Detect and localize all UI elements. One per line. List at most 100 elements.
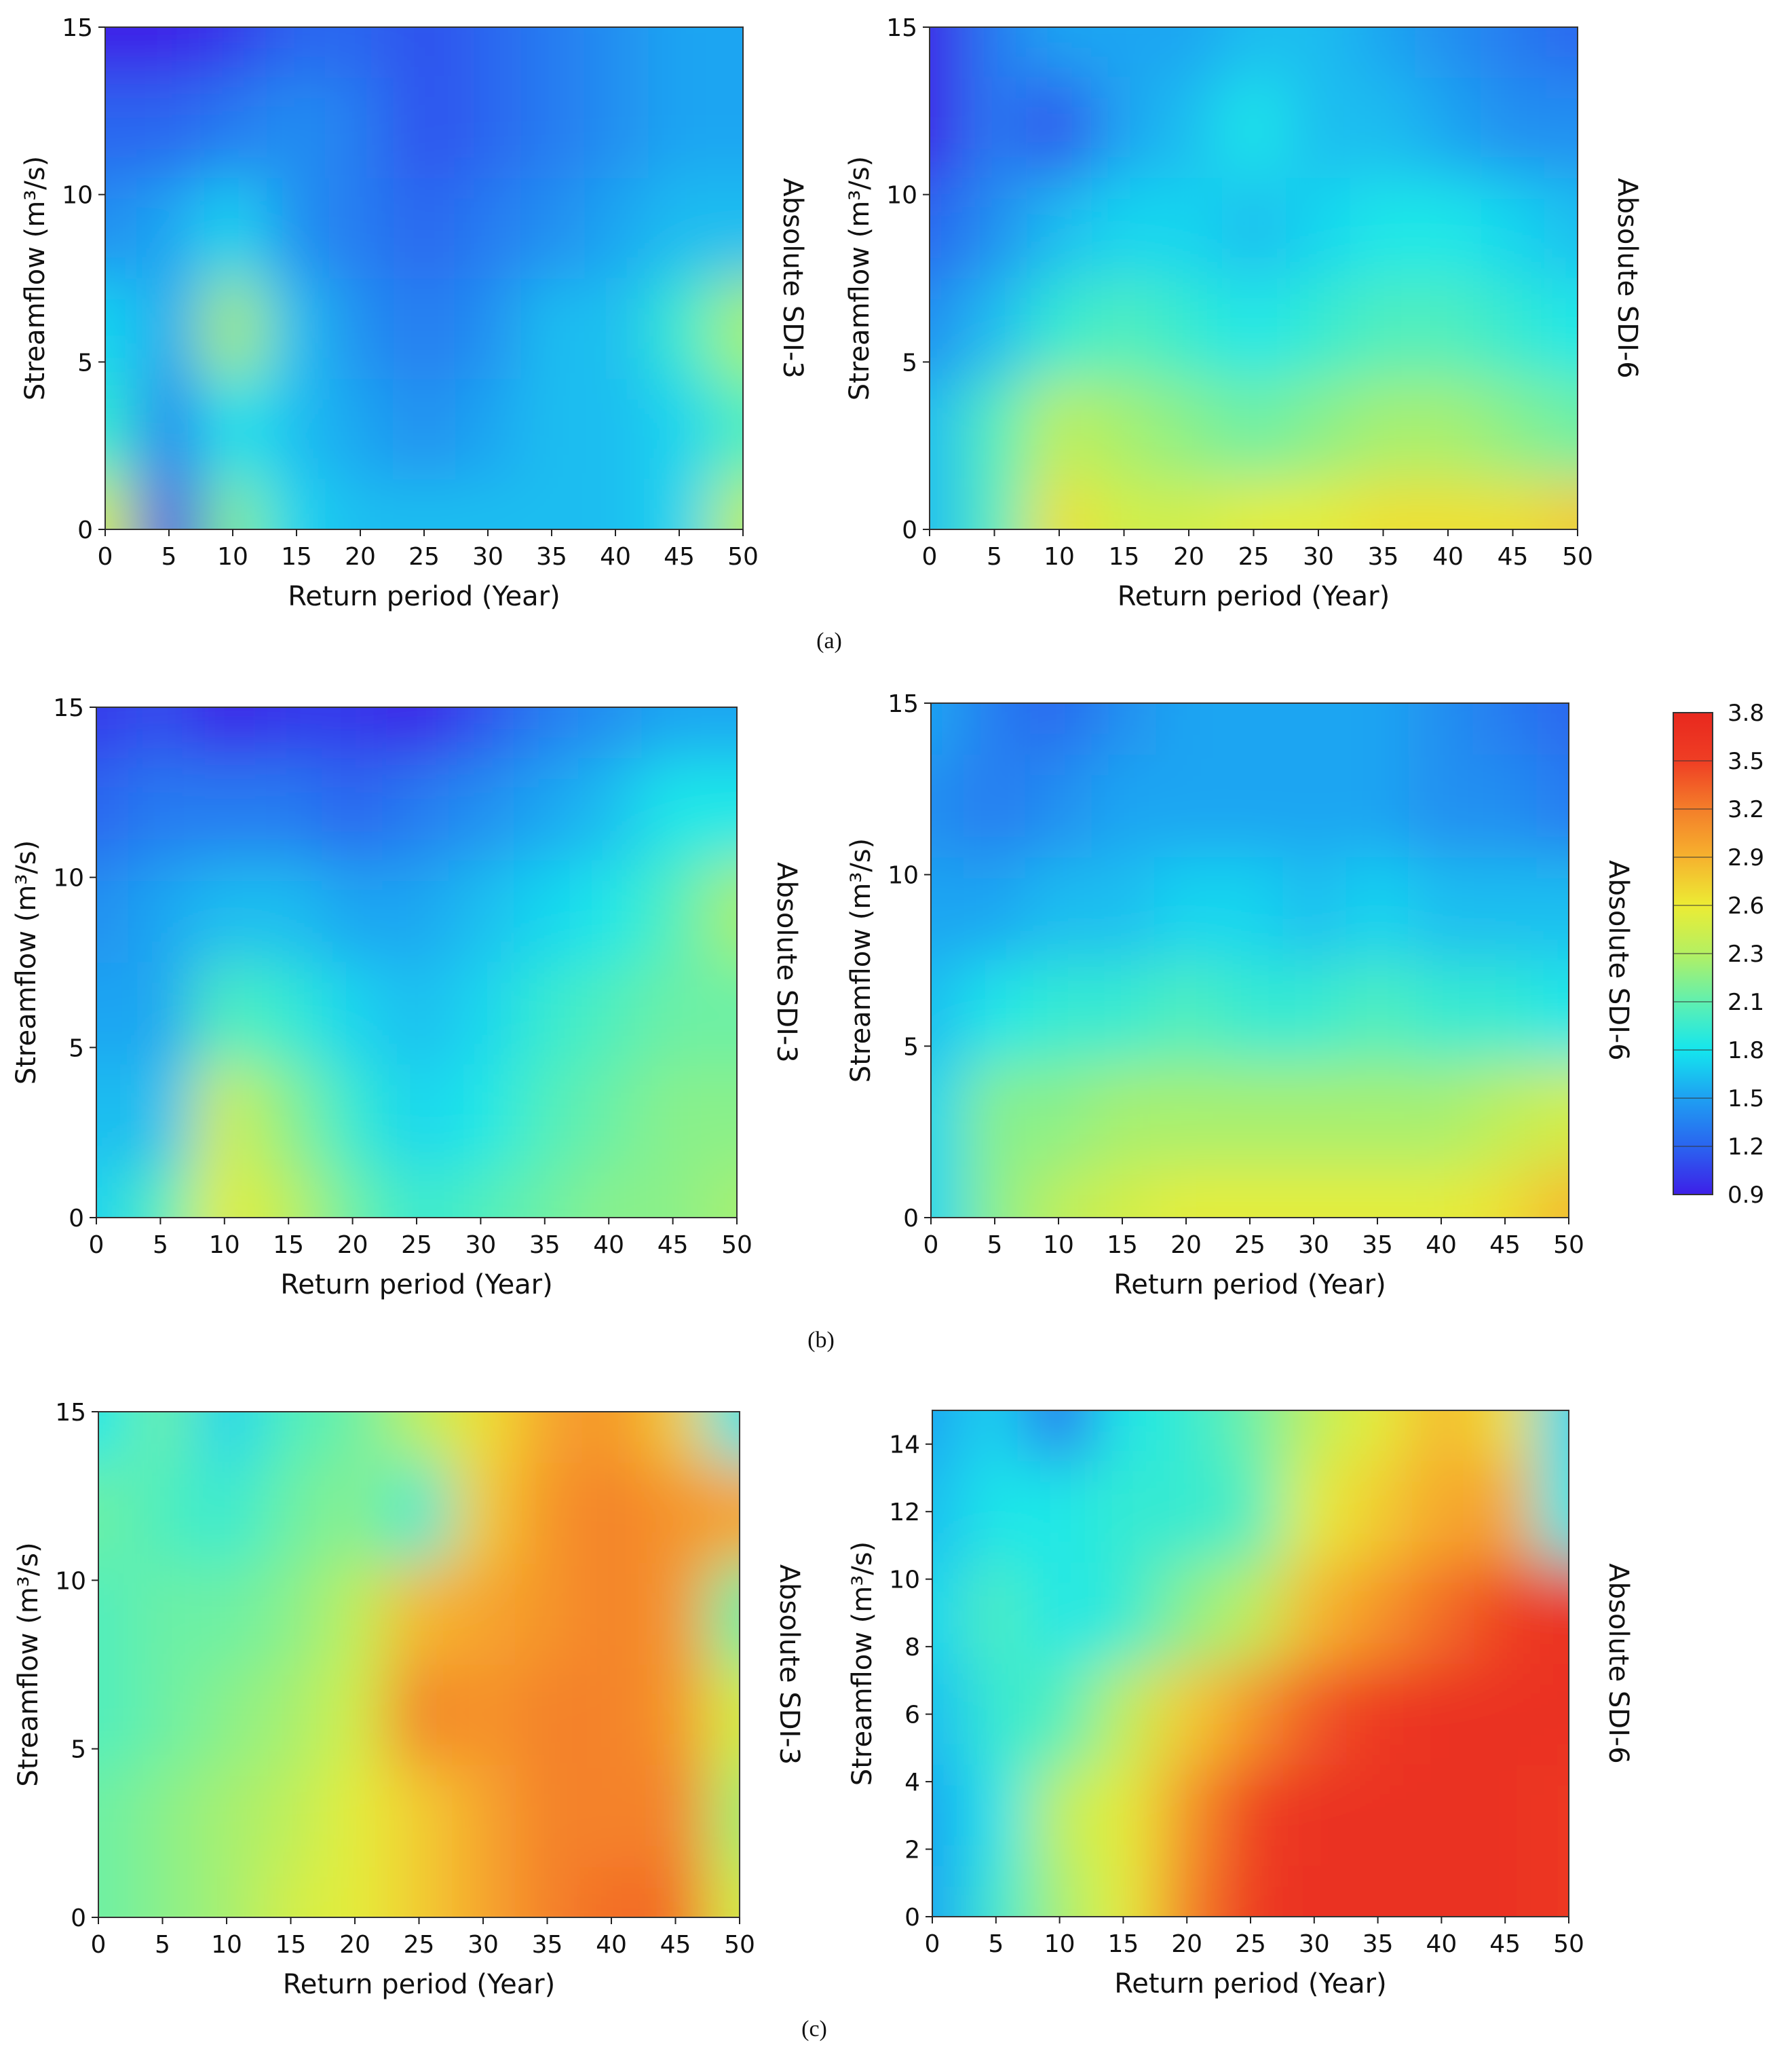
x-tick-label: 50 xyxy=(724,1931,755,1959)
heatmap-cell xyxy=(1537,703,1569,755)
heatmap-cell xyxy=(1090,857,1154,960)
heatmap-cell xyxy=(387,1765,451,1867)
heatmap-cell xyxy=(1409,1866,1474,1917)
x-tick-label: 20 xyxy=(339,1931,370,1959)
heatmap-cell xyxy=(105,27,138,78)
heatmap-cell xyxy=(130,1664,195,1766)
heatmap-cell xyxy=(1091,27,1157,78)
colorbar-tick-label: 3.5 xyxy=(1728,748,1764,775)
chart-3: 0 5 10 15 20 25 30 35 40 45 50 0 5 10 15 Return period … xyxy=(11,694,802,1300)
heatmap-cell xyxy=(328,479,392,529)
heatmap-cell xyxy=(265,379,328,479)
heatmap-cell xyxy=(584,479,647,529)
heatmap-cell xyxy=(932,1866,964,1917)
heatmap-cell xyxy=(192,962,256,1065)
heatmap-cell xyxy=(1537,1166,1569,1218)
heatmap-cell xyxy=(1537,754,1569,858)
x-tick-label: 40 xyxy=(600,543,631,571)
x-tick-label: 15 xyxy=(273,1231,304,1259)
heatmap-cell xyxy=(512,1064,577,1167)
heatmap-cell xyxy=(1473,1664,1538,1765)
heatmap-cell xyxy=(328,278,392,379)
heatmap-cell xyxy=(512,707,577,759)
heatmap-cell xyxy=(265,278,328,379)
x-tick-label: 45 xyxy=(1489,1231,1521,1259)
heatmap-cell xyxy=(1473,1562,1538,1664)
y-axis-label: Streamflow (m³/s) xyxy=(11,840,42,1085)
heatmap-cell xyxy=(1027,1063,1090,1167)
heatmap-cell xyxy=(1282,703,1346,755)
heatmap-cell xyxy=(1091,1866,1156,1917)
x-axis-label: Return period (Year) xyxy=(283,1969,555,2000)
heatmap-cell xyxy=(641,1166,705,1218)
heatmap-cell xyxy=(1409,754,1473,858)
heatmap-cell xyxy=(584,178,647,278)
heatmap-cell xyxy=(1154,703,1218,755)
x-tick-label: 50 xyxy=(727,543,759,571)
heatmap-cell xyxy=(707,1866,740,1917)
heatmap-cell xyxy=(1545,27,1578,78)
heatmap-cell xyxy=(1350,77,1416,178)
colorbar-tick-label: 3.2 xyxy=(1728,796,1764,823)
y-tick-label: 2 xyxy=(904,1837,920,1864)
heatmap-cell xyxy=(451,1412,516,1463)
heatmap-cell xyxy=(105,379,138,479)
x-tick-label: 5 xyxy=(153,1231,168,1259)
heatmap-cell xyxy=(1219,1664,1282,1765)
heatmap-cell xyxy=(392,379,456,479)
heatmap-cell xyxy=(964,1664,1028,1765)
heatmap-cell xyxy=(1027,278,1092,379)
heatmap-cell xyxy=(1545,278,1578,379)
heatmap-cell xyxy=(451,1462,516,1564)
heatmap-cell xyxy=(704,1064,737,1167)
heatmap-cell xyxy=(194,1563,259,1665)
chart-6: 0 5 10 15 20 25 30 35 40 45 50 0 2 4 6 8 10 12 14 Return pe… xyxy=(847,1410,1634,1999)
heatmap-cell xyxy=(641,1064,705,1167)
x-tick-label: 0 xyxy=(98,543,113,571)
heatmap-cell xyxy=(1537,857,1569,960)
heatmap-cell xyxy=(265,479,328,529)
x-tick-label: 50 xyxy=(721,1231,752,1259)
heatmap-cell xyxy=(1473,754,1537,858)
heatmap-cell xyxy=(1027,1410,1092,1461)
x-axis-label: Return period (Year) xyxy=(280,1269,552,1300)
heatmap-cell xyxy=(137,379,201,479)
heatmap-cell xyxy=(711,278,743,379)
heatmap-cell xyxy=(130,1765,195,1867)
heatmap-cell xyxy=(137,278,201,379)
x-tick-label: 35 xyxy=(529,1231,560,1259)
heatmap-cell xyxy=(1156,27,1221,78)
heatmap-cell xyxy=(961,178,1027,278)
heatmap-cell xyxy=(96,860,129,962)
x-tick-label: 5 xyxy=(987,1231,1003,1259)
colorbar-tick-label: 2.3 xyxy=(1728,941,1764,968)
heatmap-cell xyxy=(647,77,711,178)
heatmap-cell xyxy=(137,479,201,529)
heatmap-cell xyxy=(1537,960,1569,1064)
heatmap-cell xyxy=(963,1166,1027,1218)
heatmap-field xyxy=(98,1412,740,1917)
y-tick-label: 0 xyxy=(904,1904,920,1932)
heatmap-cell xyxy=(930,178,962,278)
heatmap-cell xyxy=(520,178,584,278)
heatmap-cell xyxy=(1346,703,1409,755)
heatmap-cell xyxy=(1537,1461,1569,1562)
y-tick-label: 10 xyxy=(889,1566,920,1594)
heatmap-cell xyxy=(707,1765,740,1867)
heatmap-cell xyxy=(1218,1063,1282,1167)
y-tick-label: 15 xyxy=(62,14,93,42)
x-tick-label: 40 xyxy=(1426,1231,1457,1259)
heatmap-cell xyxy=(192,707,256,759)
heatmap-cell xyxy=(961,479,1027,529)
heatmap-cell xyxy=(1154,1063,1218,1167)
heatmap-cell xyxy=(1346,754,1409,858)
heatmap-cell xyxy=(456,77,520,178)
heatmap-cell xyxy=(449,1166,513,1218)
heatmap-cell xyxy=(1415,379,1481,479)
heatmap-cell xyxy=(1415,27,1481,78)
heatmap-cell xyxy=(520,278,584,379)
heatmap-cell xyxy=(1091,479,1157,529)
heatmap-cell xyxy=(1154,754,1218,858)
heatmap-cell xyxy=(1282,857,1346,960)
heatmap-cell xyxy=(1218,1166,1282,1218)
